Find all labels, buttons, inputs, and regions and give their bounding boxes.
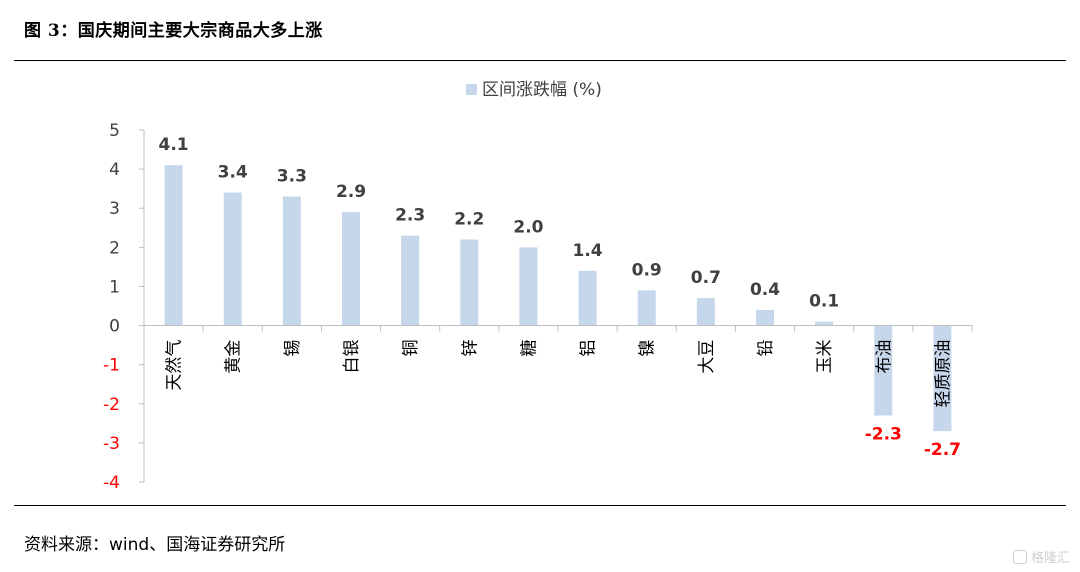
y-axis: 5 4 3 2 1 0 -1 -2 -3 -4 [103, 121, 145, 493]
bar [696, 298, 715, 326]
bar [756, 309, 774, 326]
bar [164, 165, 183, 326]
category-label: 轻质原油 [933, 340, 953, 408]
source-note: 资料来源：wind、国海证券研究所 [24, 535, 286, 555]
legend-label: 区间涨跌幅 (%) [482, 80, 602, 100]
data-label: 2.3 [395, 206, 425, 226]
legend: 区间涨跌幅 (%) [466, 80, 602, 100]
bar [342, 212, 360, 326]
bar [874, 325, 893, 416]
category-label: 黄金 [224, 340, 244, 374]
data-label: 0.4 [750, 280, 780, 300]
y-tick-label: 2 [109, 238, 120, 258]
category-label: 大豆 [697, 340, 717, 374]
top-rule [14, 60, 1066, 61]
category-labels: 天然气 黄金 锡 白银 铜 锌 糖 铝 镍 大豆 铅 玉米 布油 轻质原油 [165, 340, 954, 408]
category-label: 铝 [579, 340, 599, 357]
data-label: 1.4 [573, 241, 603, 261]
y-tick-label: 1 [109, 277, 120, 297]
x-axis [143, 325, 973, 332]
category-label: 布油 [874, 340, 894, 374]
watermark-text: 格隆汇 [1030, 551, 1070, 566]
category-label: 糖 [519, 340, 539, 357]
data-label: 3.4 [218, 163, 248, 183]
legend-swatch [466, 84, 477, 95]
y-tick-label: -4 [103, 473, 120, 493]
bar [223, 192, 242, 326]
data-label: 4.1 [159, 135, 189, 155]
bar [815, 321, 834, 326]
y-tick-label: 4 [109, 160, 120, 180]
data-label: 0.7 [691, 268, 721, 288]
y-tick-label: 3 [109, 199, 120, 219]
y-tick-label: 0 [109, 317, 120, 337]
data-label: -2.7 [924, 440, 961, 460]
value-labels: 4.1 3.4 3.3 2.9 2.3 2.2 2.0 1.4 0.9 0.7 0.4 0.1 -2.3… [159, 135, 962, 460]
category-label: 天然气 [165, 340, 185, 391]
y-tick-label: -1 [103, 356, 120, 376]
data-label: 2.2 [454, 210, 484, 230]
watermark-logo-icon [1012, 549, 1027, 564]
data-label: 3.3 [277, 166, 307, 186]
y-tick-label: 5 [109, 121, 120, 141]
watermark: 格隆汇 [1012, 547, 1070, 566]
bars [164, 165, 952, 432]
y-tick-label: -3 [103, 434, 120, 454]
bar [637, 290, 656, 326]
bar [401, 235, 420, 326]
data-label: -2.3 [865, 425, 902, 445]
bottom-rule [14, 505, 1066, 506]
bar [282, 196, 301, 326]
data-label: 2.0 [513, 217, 543, 237]
category-label: 锌 [460, 340, 480, 357]
bar-chart: 区间涨跌幅 (%) 5 4 3 2 1 0 -1 -2 -3 -4 4.1 3.4 3.3 2.9 2.3… [103, 80, 973, 493]
bar [519, 247, 538, 326]
bar [460, 239, 479, 326]
category-label: 铅 [756, 340, 776, 357]
data-label: 0.1 [809, 292, 839, 312]
category-label: 玉米 [815, 340, 835, 374]
category-label: 铜 [401, 340, 421, 357]
bar [933, 325, 952, 432]
category-label: 锡 [283, 340, 303, 357]
bar [578, 270, 597, 326]
y-tick-label: -2 [103, 395, 120, 415]
category-label: 镍 [638, 340, 658, 357]
figure-title: 图 3：国庆期间主要大宗商品大多上涨 [24, 21, 323, 41]
data-label: 0.9 [632, 260, 662, 280]
category-label: 白银 [342, 340, 362, 374]
data-label: 2.9 [336, 182, 366, 202]
